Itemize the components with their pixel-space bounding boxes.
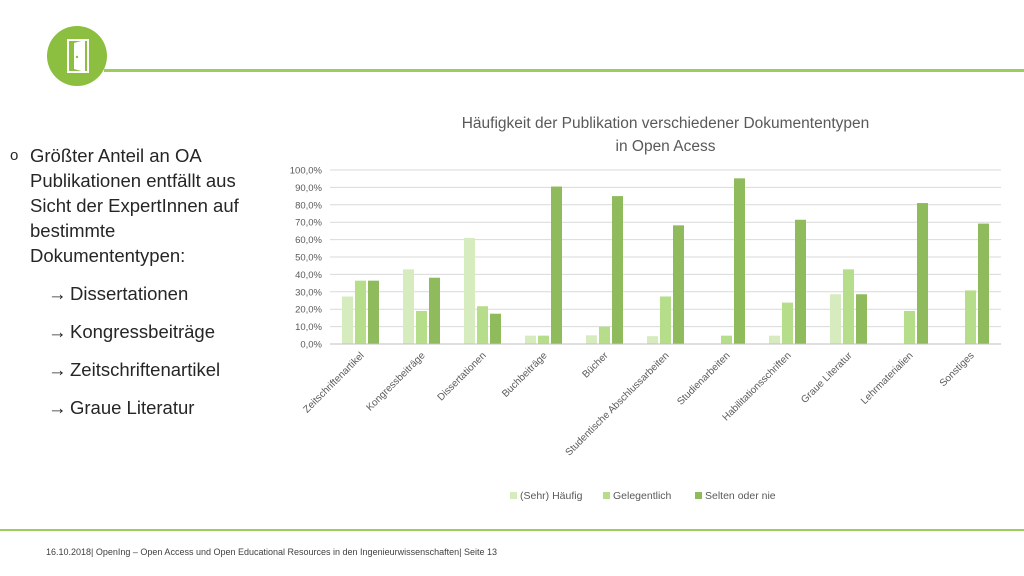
y-tick-label: 20,0% xyxy=(295,305,322,316)
legend-swatch xyxy=(510,492,517,499)
bar xyxy=(830,294,841,344)
y-tick-label: 100,0% xyxy=(290,166,323,177)
y-tick-label: 50,0% xyxy=(295,253,322,264)
x-tick-label: Sonstiges xyxy=(938,350,977,389)
bar xyxy=(978,223,989,344)
legend-swatch xyxy=(695,492,702,499)
y-tick-label: 30,0% xyxy=(295,287,322,298)
header-divider xyxy=(104,69,1024,72)
legend-label: Selten oder nie xyxy=(705,490,776,502)
bar xyxy=(734,178,745,344)
x-tick-label: Zeitschriftenartikel xyxy=(301,350,366,415)
bullet-main: o Größter Anteil an OA Publikationen ent… xyxy=(10,143,265,268)
bar xyxy=(490,313,501,344)
bullet-item: → Kongressbeiträge xyxy=(48,319,265,344)
bar xyxy=(477,306,488,344)
footer-text: 16.10.2018| OpenIng – Open Access und Op… xyxy=(46,547,497,557)
x-tick-label: Buchbeiträge xyxy=(500,350,550,400)
footer-divider xyxy=(0,529,1024,531)
legend-label: (Sehr) Häufig xyxy=(520,490,583,502)
arrow-right-icon: → xyxy=(48,283,67,304)
bar xyxy=(843,269,854,344)
chart-title: Häufigkeit der Publikation verschiedener… xyxy=(462,115,870,132)
bar xyxy=(416,310,427,344)
bar xyxy=(660,296,671,344)
door-icon xyxy=(47,26,107,86)
y-tick-label: 80,0% xyxy=(295,200,322,211)
bar xyxy=(856,294,867,344)
bullet-main-text: Größter Anteil an OA Publikationen entfä… xyxy=(30,145,239,266)
bar xyxy=(904,310,915,344)
bullet-item: → Graue Literatur xyxy=(48,395,265,420)
arrow-right-icon: → xyxy=(48,321,67,342)
bar xyxy=(965,290,976,344)
circle-bullet-icon: o xyxy=(10,147,19,164)
x-tick-label: Graue Literatur xyxy=(799,350,855,406)
y-tick-label: 60,0% xyxy=(295,235,322,246)
bar xyxy=(612,196,623,344)
arrow-right-icon: → xyxy=(48,397,67,418)
x-tick-label: Bücher xyxy=(580,350,611,381)
bar xyxy=(782,302,793,344)
bar xyxy=(795,219,806,344)
chart-title: in Open Acess xyxy=(616,138,716,155)
bar xyxy=(342,296,353,344)
bullet-item-text: Graue Literatur xyxy=(70,397,195,418)
bar xyxy=(368,280,379,344)
bullet-item-text: Kongressbeiträge xyxy=(70,321,216,342)
y-tick-label: 40,0% xyxy=(295,270,322,281)
legend-label: Gelegentlich xyxy=(613,490,672,502)
x-tick-label: Kongressbeiträge xyxy=(364,350,428,414)
bar xyxy=(429,277,440,344)
bullet-list: o Größter Anteil an OA Publikationen ent… xyxy=(10,143,265,420)
bullet-item-text: Dissertationen xyxy=(70,283,189,304)
bullet-item: → Dissertationen xyxy=(48,281,265,306)
bar-chart: Häufigkeit der Publikation verschiedener… xyxy=(290,115,1001,502)
bar xyxy=(721,335,732,344)
bar xyxy=(769,335,780,344)
bar xyxy=(647,336,658,344)
bar xyxy=(464,238,475,344)
bar xyxy=(586,335,597,344)
y-tick-label: 0,0% xyxy=(300,340,322,351)
bar xyxy=(355,280,366,344)
x-tick-label: Habilitationsschriften xyxy=(721,350,794,423)
y-tick-label: 90,0% xyxy=(295,183,322,194)
y-tick-label: 70,0% xyxy=(295,218,322,229)
bar xyxy=(673,225,684,344)
bar xyxy=(538,335,549,344)
x-tick-label: Dissertationen xyxy=(436,350,489,403)
bar xyxy=(403,269,414,344)
bullet-item-text: Zeitschriftenartikel xyxy=(70,359,221,380)
x-tick-label: Studienarbeiten xyxy=(675,350,732,407)
bar xyxy=(551,186,562,344)
bar xyxy=(525,335,536,344)
legend-swatch xyxy=(603,492,610,499)
y-tick-label: 10,0% xyxy=(295,322,322,333)
bullet-item: → Zeitschriftenartikel xyxy=(48,357,265,382)
bar xyxy=(917,203,928,344)
x-tick-label: Lehrmaterialien xyxy=(859,350,916,407)
arrow-right-icon: → xyxy=(48,359,67,380)
bar xyxy=(599,326,610,344)
x-tick-label: Studentische Abschlussarbeiten xyxy=(564,350,672,458)
